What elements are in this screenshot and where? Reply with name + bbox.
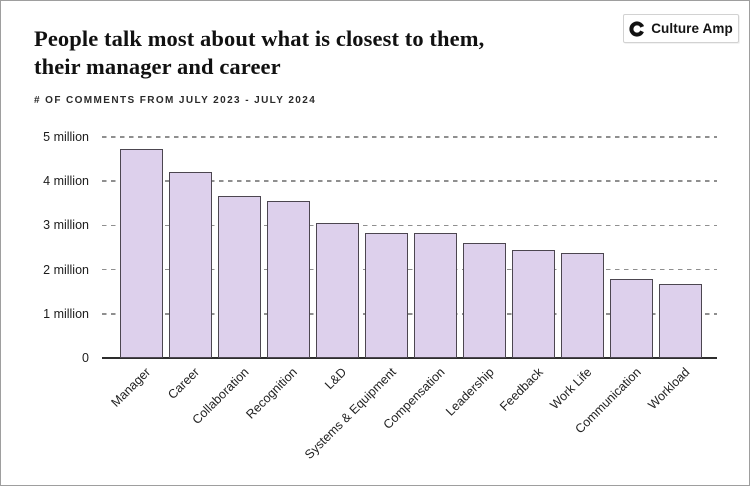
bar-compensation bbox=[414, 233, 457, 358]
x-axis-tick-label: Work Life bbox=[547, 365, 595, 413]
gridline bbox=[102, 313, 717, 315]
bar-l-d bbox=[316, 223, 359, 358]
gridline bbox=[102, 180, 717, 182]
page-title: People talk most about what is closest t… bbox=[34, 25, 484, 81]
chart-subtitle: # OF COMMENTS FROM JULY 2023 - JULY 2024 bbox=[34, 95, 317, 106]
x-axis-tick-label: Systems & Equipment bbox=[301, 365, 399, 462]
bar-career bbox=[169, 172, 212, 358]
y-axis-tick-label: 5 million bbox=[43, 130, 89, 144]
x-axis-line bbox=[102, 357, 717, 359]
x-axis-tick-label: Workload bbox=[645, 365, 693, 413]
bar-work-life bbox=[561, 253, 604, 358]
bar-communication bbox=[610, 278, 653, 358]
x-axis-tick-label: Manager bbox=[108, 365, 154, 410]
title-line-1: People talk most about what is closest t… bbox=[34, 26, 485, 51]
bar-feedback bbox=[512, 249, 555, 358]
bar-systems-equipment bbox=[365, 232, 408, 358]
bar-collaboration bbox=[218, 195, 261, 358]
bar-manager bbox=[120, 149, 163, 358]
gridline bbox=[102, 268, 717, 271]
y-axis-tick-label: 1 million bbox=[43, 306, 89, 321]
y-axis-tick-label: 2 million bbox=[43, 262, 89, 277]
culture-amp-c-icon bbox=[629, 20, 645, 37]
x-axis-tick-label: L&D bbox=[322, 365, 350, 393]
bar-recognition bbox=[267, 201, 310, 358]
x-axis-tick-label: Recognition bbox=[243, 365, 301, 422]
x-axis-tick-label: Feedback bbox=[496, 365, 546, 414]
plot-area bbox=[102, 136, 717, 358]
y-axis-tick-label: 3 million bbox=[43, 218, 89, 233]
x-axis-tick-label: Leadership bbox=[442, 365, 497, 419]
x-axis-tick-label: Career bbox=[165, 365, 203, 402]
gridline bbox=[102, 136, 717, 138]
culture-amp-logo-text: Culture Amp bbox=[651, 21, 733, 36]
title-line-2: their manager and career bbox=[34, 54, 281, 79]
y-axis-tick-label: 0 bbox=[82, 351, 89, 365]
y-axis-tick-label: 4 million bbox=[43, 174, 89, 189]
bar-leadership bbox=[463, 243, 506, 358]
gridline bbox=[102, 224, 717, 227]
bar-workload bbox=[659, 284, 702, 358]
culture-amp-logo: Culture Amp bbox=[623, 14, 739, 43]
